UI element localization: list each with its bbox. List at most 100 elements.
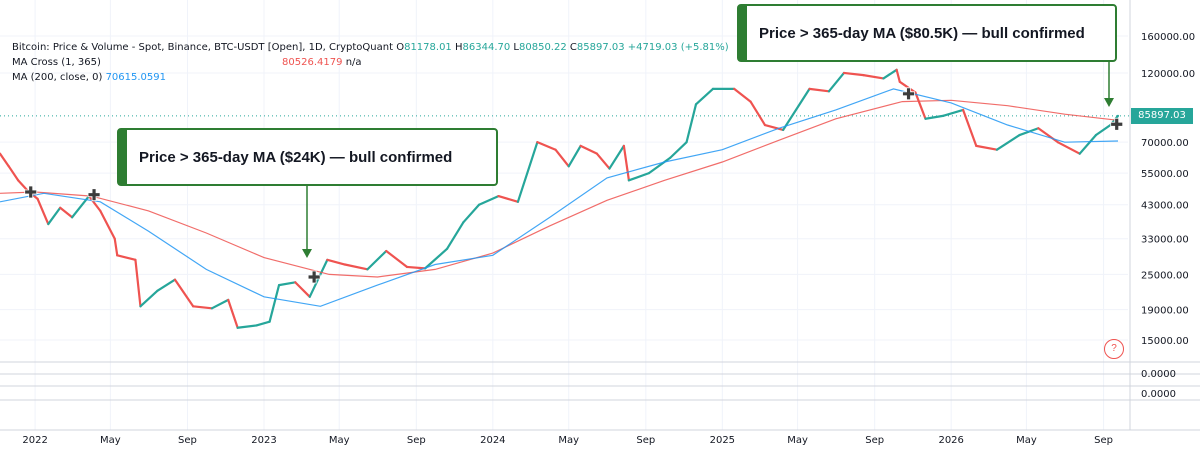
price-segment (424, 247, 449, 270)
price-segment (669, 141, 688, 159)
price-segment (898, 80, 917, 94)
lower-pane-tick-label: 0.0000 (1141, 389, 1176, 400)
ma-cross-value: 80526.4179 (282, 57, 343, 68)
price-segment (497, 194, 520, 203)
x-tick-label: 2026 (938, 435, 963, 446)
legend-ma200-row: MA (200, close, 0) 70615.0591 (12, 70, 729, 85)
price-segment (627, 172, 651, 182)
low-label: L (513, 42, 519, 53)
price-segment (156, 278, 177, 292)
change-value: +4719.03 (+5.81%) (627, 42, 729, 53)
annotation-bull-24k: Price > 365-day MA ($24K) — bull confirm… (117, 128, 498, 186)
price-segment (277, 281, 297, 287)
current-price-tag: 85897.03 (1131, 108, 1193, 124)
x-tick-label: Sep (1094, 435, 1113, 446)
crossover-marker (307, 270, 321, 284)
annotation-arrow-1-head (302, 249, 312, 258)
price-segment (914, 91, 927, 120)
x-tick-label: May (787, 435, 808, 446)
x-tick-label: 2024 (480, 435, 505, 446)
x-tick-label: Sep (865, 435, 884, 446)
open-value: 81178.01 (404, 42, 452, 53)
price-segment (1094, 123, 1112, 137)
price-segment (975, 144, 999, 151)
price-segment (47, 206, 62, 226)
price-segment (405, 265, 427, 270)
price-segment (477, 194, 500, 206)
price-segment (733, 87, 752, 103)
price-segment (36, 197, 50, 226)
price-segment (1037, 127, 1059, 144)
annotation-bull-80k-text: Price > 365-day MA ($80.5K) — bull confi… (759, 24, 1085, 42)
price-segment (895, 68, 901, 83)
x-tick-label: Sep (636, 435, 655, 446)
x-tick-label: May (558, 435, 579, 446)
price-segment (17, 179, 29, 192)
price-segment (579, 144, 599, 155)
annotation-bull-24k-text: Price > 365-day MA ($24K) — bull confirm… (139, 148, 453, 166)
price-segment (749, 100, 767, 127)
high-value: 86344.70 (462, 42, 511, 53)
price-segment (782, 87, 811, 132)
ma-cross-na: n/a (345, 57, 362, 68)
price-segment (1056, 141, 1081, 155)
price-segment (139, 289, 159, 308)
crossover-marker (87, 188, 101, 202)
lower-pane-tick-label: 0.0000 (1141, 369, 1176, 380)
price-segment (694, 87, 715, 106)
price-segment (882, 68, 898, 80)
price-segment (99, 209, 116, 240)
price-segment (536, 141, 557, 151)
price-segment (462, 203, 481, 224)
x-tick-label: Sep (407, 435, 426, 446)
price-segment (385, 249, 409, 269)
price-segment (763, 123, 785, 132)
ma200-line (0, 88, 1119, 307)
low-value: 80850.22 (519, 42, 567, 53)
price-segment (567, 144, 582, 168)
help-icon[interactable]: ? (1104, 339, 1124, 359)
x-tick-label: 2023 (251, 435, 276, 446)
price-segment (236, 324, 258, 329)
close-value: 85897.03 (576, 42, 625, 53)
price-segment (608, 144, 625, 170)
y-tick-label: 70000.00 (1141, 138, 1189, 149)
price-segment (87, 194, 102, 212)
price-segment (210, 298, 230, 310)
price-segment (554, 148, 570, 168)
close-label: C (569, 42, 577, 53)
price-segment (0, 152, 10, 168)
high-label: H (454, 42, 463, 53)
price-segment (1078, 133, 1098, 155)
crossover-marker (24, 185, 38, 199)
price-segment (942, 108, 965, 117)
price-segment (294, 281, 311, 298)
ma-cross-label: MA Cross (1, 365) (12, 57, 101, 68)
price-segment (173, 278, 195, 308)
y-tick-label: 19000.00 (1141, 306, 1189, 317)
price-segment (343, 263, 369, 271)
price-segment (113, 237, 119, 257)
x-tick-label: May (1016, 435, 1037, 446)
y-tick-label: 25000.00 (1141, 270, 1189, 281)
annotation-bull-80k: Price > 365-day MA ($80.5K) — bull confi… (737, 4, 1117, 62)
price-segment (622, 144, 630, 182)
price-segment (862, 74, 885, 80)
y-tick-label: 160000.00 (1141, 32, 1195, 43)
y-tick-label: 55000.00 (1141, 169, 1189, 180)
price-segment (827, 71, 846, 93)
x-tick-label: May (329, 435, 350, 446)
symbol-label: Bitcoin: Price & Volume - Spot, Binance,… (12, 42, 394, 53)
crossover-marker (902, 87, 915, 101)
price-segment (366, 249, 388, 271)
ma200-value: 70615.0591 (105, 72, 167, 83)
price-segment (192, 305, 214, 310)
ma200-label: MA (200, close, 0) (12, 72, 103, 83)
y-tick-label: 15000.00 (1141, 336, 1189, 347)
price-segment (59, 206, 74, 219)
price-segment (268, 284, 281, 323)
price-segment (227, 298, 239, 329)
price-segment (516, 141, 539, 203)
